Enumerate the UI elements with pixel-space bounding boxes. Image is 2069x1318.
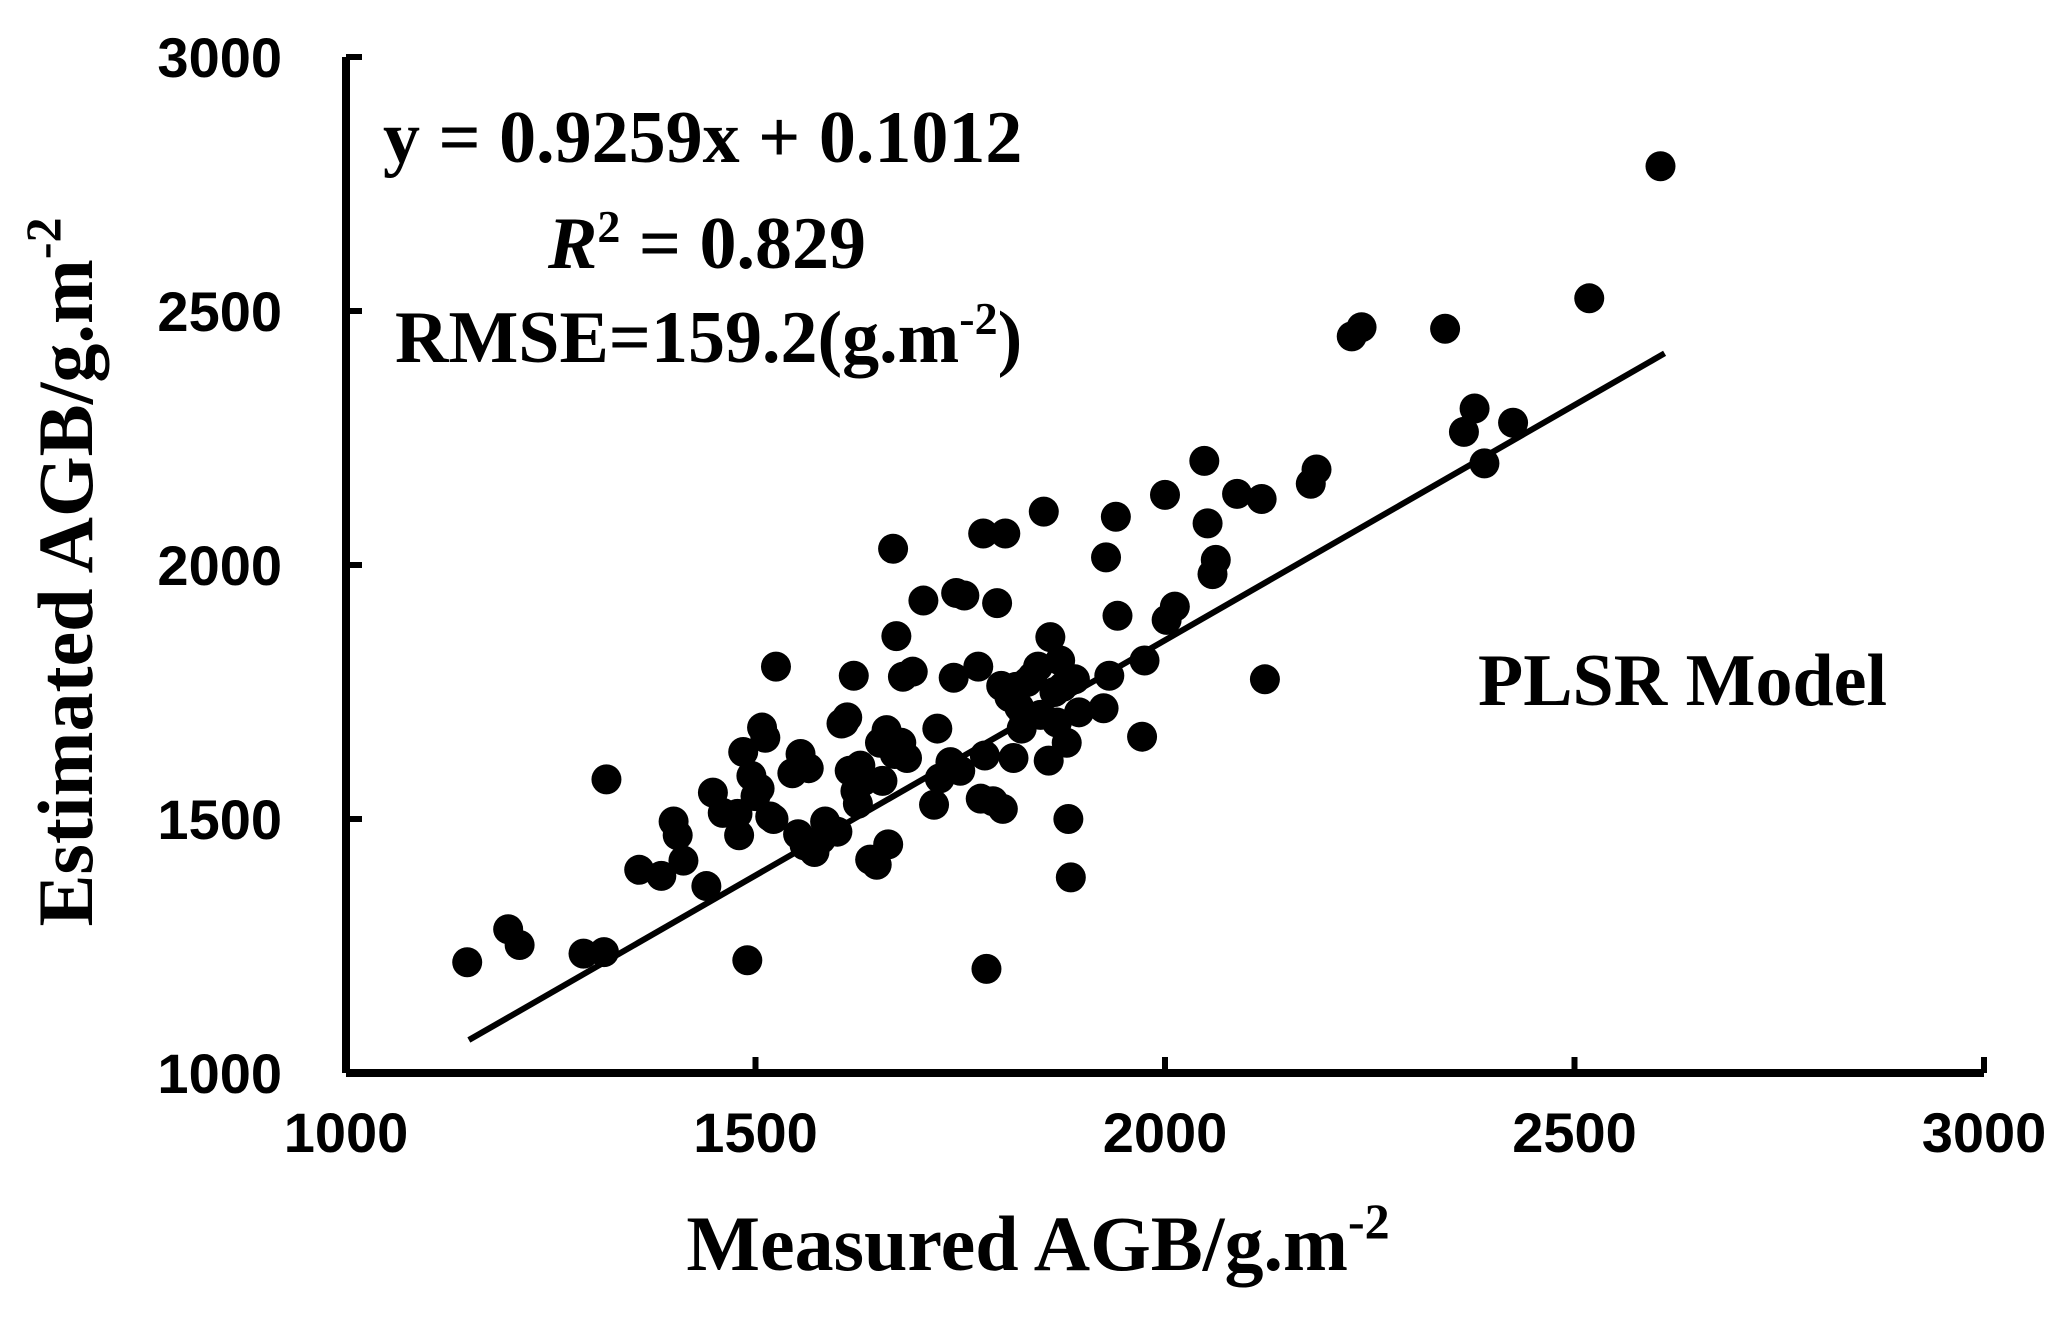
data-point [919,789,950,820]
data-point [1102,600,1133,631]
data-point [922,713,953,744]
data-point [1249,664,1280,695]
data-point [1150,479,1180,510]
data-point [1051,727,1082,758]
y-tick-label: 3000 [157,26,282,89]
data-point [744,773,775,804]
r-squared-symbol: R [547,203,597,285]
data-point [1448,416,1479,447]
y-tick-label: 1500 [157,788,282,851]
y-axis-title-superscript: -2 [15,218,71,260]
x-tick-label: 2500 [1512,1101,1637,1164]
x-axis-title: Measured AGB/g.m-2 [686,1193,1389,1287]
r-squared-superscript: 2 [597,201,620,252]
rmse-label: RMSE=159.2(g.m-2) [395,293,1022,379]
data-point [750,722,781,753]
data-point [998,743,1029,774]
data-point [504,929,535,960]
rmse-superscript: -2 [959,293,997,344]
data-point [987,793,1018,824]
data-point [1222,478,1253,509]
rmse-close: ) [998,297,1023,379]
data-point [1035,622,1066,653]
model-label: PLSR Model [1478,640,1887,722]
data-point [1346,312,1377,343]
regression-line-group [467,350,1667,1043]
data-point [982,588,1013,619]
x-tick-label: 3000 [1922,1101,2047,1164]
data-point [892,743,923,774]
x-tick-label: 1500 [693,1101,818,1164]
data-point [1064,697,1095,728]
data-point [963,651,994,682]
y-tick-label: 2000 [157,534,282,597]
y-axis-title-text: Estimated AGB/g.m [22,259,109,926]
data-point [668,845,699,876]
data-point [1192,508,1223,539]
x-tick-label: 2000 [1103,1101,1228,1164]
data-point [1459,393,1490,424]
data-point [452,947,483,978]
data-point [662,820,693,851]
data-point [867,765,898,796]
data-point [724,820,755,851]
x-axis-title-text: Measured AGB/g.m [686,1200,1348,1287]
data-point [1645,151,1676,182]
data-point [832,702,863,733]
data-points [452,151,1676,984]
data-point [1498,407,1529,438]
data-point [1088,693,1119,724]
ticks: 1000 1500 2000 2500 3000 1000 1500 2000 2500 3000 [157,26,2046,1164]
data-point [1127,721,1158,752]
data-point [938,662,969,693]
data-point [968,518,999,549]
data-point [1200,544,1231,575]
data-point [691,871,722,902]
x-tick-label: 1000 [284,1101,409,1164]
data-point [908,585,939,616]
rmse-text: RMSE=159.2(g.m [395,297,959,379]
data-point [1430,313,1461,344]
data-point [1100,501,1131,532]
data-point [591,764,622,795]
r-squared-value: = 0.829 [620,203,866,285]
data-point [1301,454,1332,485]
data-point [1246,483,1277,514]
r-squared-label: R2 = 0.829 [547,201,866,285]
data-point [897,656,928,687]
data-point [1053,804,1084,834]
data-point [1159,591,1190,622]
data-point [732,945,763,976]
data-point [1189,445,1220,476]
data-point [758,804,789,834]
data-point [1028,496,1059,527]
data-point [1574,283,1605,314]
data-point [881,621,912,652]
data-point [728,736,759,767]
y-tick-label: 1000 [157,1042,282,1105]
data-point [990,518,1021,549]
data-point [873,829,904,860]
data-point [971,953,1002,984]
data-point [793,753,824,784]
data-point [646,860,677,891]
regression-equation: y = 0.9259x + 0.1012 [383,97,1022,179]
y-axis-title: Estimated AGB/g.m-2 [15,218,109,927]
data-point [838,660,869,691]
regression-line [467,350,1667,1043]
data-point [1091,542,1122,573]
data-point [878,533,909,564]
data-point [1055,862,1086,893]
x-axis-title-superscript: -2 [1348,1193,1390,1249]
data-point [760,651,791,682]
data-point [949,580,980,611]
y-tick-label: 2500 [157,280,282,343]
